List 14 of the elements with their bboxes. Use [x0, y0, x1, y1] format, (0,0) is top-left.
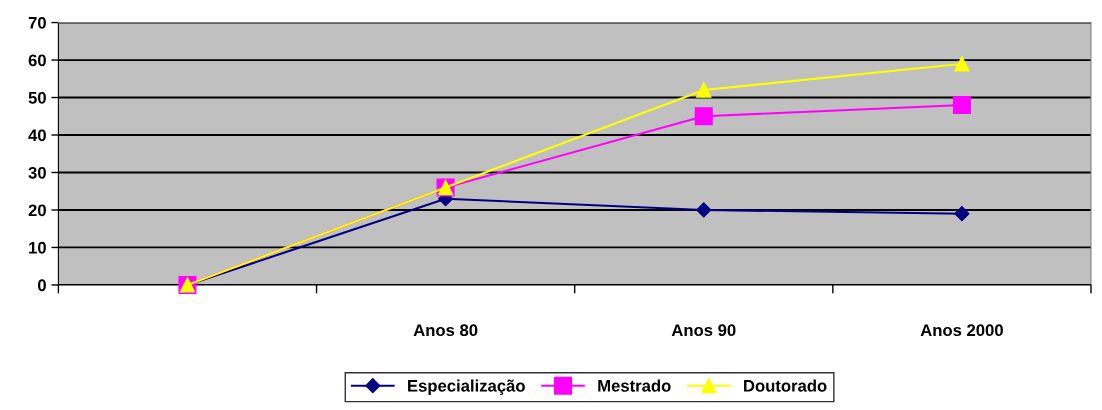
legend-label: Mestrado [598, 379, 671, 392]
y-tick-label: 10 [29, 241, 46, 254]
legend-label: Doutorado [744, 379, 827, 392]
x-tick-label: Anos 80 [413, 324, 478, 337]
legend-label: Especialização [408, 379, 525, 395]
y-tick-label: 60 [28, 54, 46, 67]
y-tick-label: 70 [28, 16, 46, 29]
x-tick-label: Anos 90 [671, 324, 736, 337]
y-tick-label: 20 [28, 204, 46, 217]
y-tick-label: 40 [28, 129, 46, 142]
y-tick-label: 30 [28, 166, 46, 179]
y-tick-label: 0 [37, 279, 46, 292]
x-tick-label: Anos 2000 [920, 324, 1003, 337]
y-tick-label: 50 [28, 91, 46, 104]
